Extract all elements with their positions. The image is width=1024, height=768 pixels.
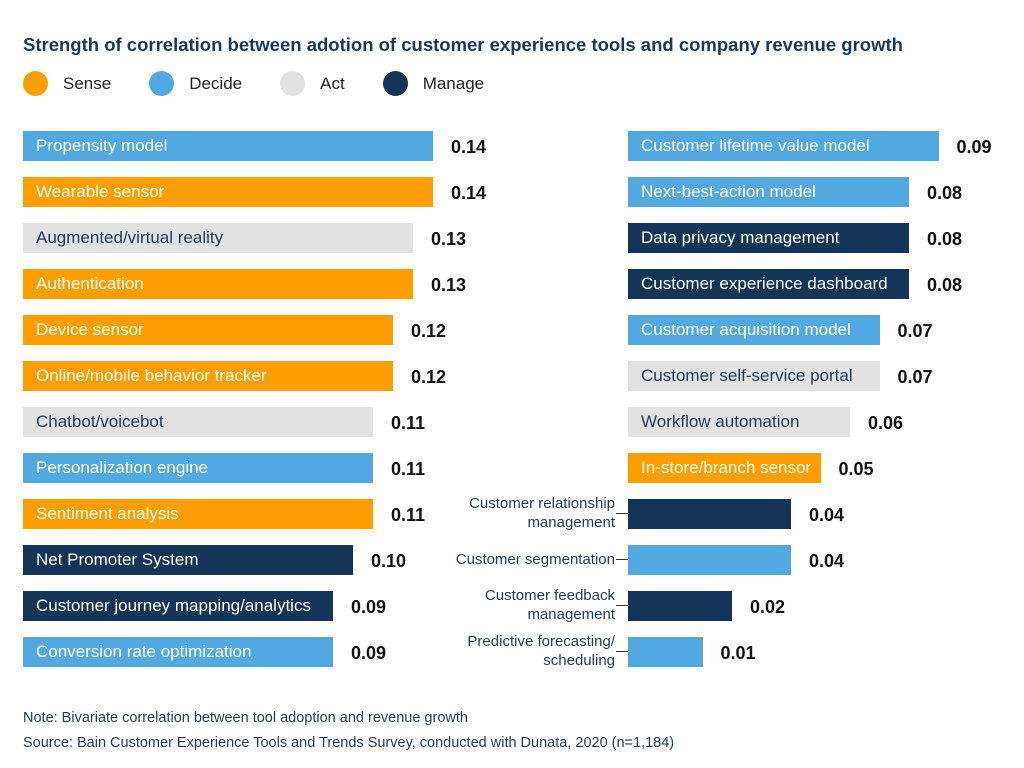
bar-label: Next-best-action model	[641, 182, 816, 201]
value-label: 0.04	[809, 551, 845, 571]
legend-item-sense: Sense	[23, 71, 111, 96]
bar-label: Customer self-service portal	[641, 366, 853, 385]
legend-swatch	[382, 71, 408, 96]
bar: Customer experience dashboard	[628, 269, 909, 299]
source-note: Source: Bain Customer Experience Tools a…	[23, 735, 675, 751]
value-label: 0.08	[927, 183, 963, 203]
bar-label: Wearable sensor	[36, 182, 165, 201]
legend-item-decide: Decide	[149, 71, 242, 96]
bar-label: Customer lifetime value model	[641, 136, 870, 155]
bar	[628, 545, 791, 575]
label-leader-line	[616, 605, 628, 606]
bar-label: Propensity model	[36, 136, 168, 155]
bar: Device sensor	[23, 315, 393, 345]
chart-title: Strength of correlation between adotion …	[23, 34, 903, 55]
legend-label: Decide	[189, 73, 243, 93]
bar-label: Customer experience dashboard	[641, 274, 888, 293]
bar-label: Data privacy management	[641, 228, 840, 247]
bar: Customer self-service portal	[628, 361, 880, 391]
value-label: 0.11	[391, 505, 426, 525]
value-label: 0.09	[351, 597, 387, 617]
bar-label: Workflow automation	[641, 412, 800, 431]
bar: In-store/branch sensor	[628, 453, 821, 483]
bar-label: Customer acquisition model	[641, 320, 851, 339]
label-leader-line	[616, 513, 628, 514]
bar-label: Conversion rate optimization	[36, 642, 252, 661]
bar: Wearable sensor	[23, 177, 433, 207]
bar-label: Augmented/virtual reality	[36, 228, 224, 247]
value-label: 0.14	[451, 137, 487, 157]
label-leader-line	[616, 651, 628, 652]
bar-label: Customer segmentation	[455, 550, 615, 568]
value-label: 0.08	[927, 229, 963, 249]
footnote: Note: Bivariate correlation between tool…	[23, 710, 468, 726]
bar: Augmented/virtual reality	[23, 223, 413, 253]
bar-label: Personalization engine	[36, 458, 209, 477]
bar-label: Chatbot/voicebot	[36, 412, 164, 431]
value-label: 0.09	[351, 643, 387, 663]
bar-label: In-store/branch sensor	[641, 458, 812, 477]
legend-label: Manage	[422, 73, 485, 93]
bar-label: Customer relationship management	[469, 495, 615, 531]
bar: Chatbot/voicebot	[23, 407, 373, 437]
bar: Propensity model	[23, 131, 433, 161]
bar: Data privacy management	[628, 223, 909, 253]
bar: Customer lifetime value model	[628, 131, 939, 161]
value-label: 0.11	[391, 413, 426, 433]
bar: Next-best-action model	[628, 177, 909, 207]
bar: Customer journey mapping/analytics	[23, 591, 333, 621]
value-label: 0.10	[371, 551, 407, 571]
value-label: 0.07	[897, 367, 933, 387]
legend-label: Sense	[63, 73, 112, 93]
legend-swatch	[23, 71, 48, 96]
legend-label: Act	[320, 73, 345, 93]
legend-item-manage: Manage	[382, 71, 485, 96]
bar	[628, 591, 732, 621]
legend-item-act: Act	[280, 71, 345, 96]
value-label: 0.04	[809, 505, 845, 525]
bar-label: Predictive forecasting/ scheduling	[467, 633, 615, 669]
bar-label: Online/mobile behavior tracker	[36, 366, 267, 385]
bar-label: Net Promoter System	[36, 550, 199, 569]
bar-label: Authentication	[36, 274, 144, 293]
bar	[628, 499, 791, 529]
bar: Conversion rate optimization	[23, 637, 333, 667]
value-label: 0.06	[868, 413, 904, 433]
legend-swatch	[280, 71, 306, 96]
bar: Customer acquisition model	[628, 315, 880, 345]
bar-label: Customer journey mapping/analytics	[36, 596, 311, 615]
bar-label: Customer feedback management	[484, 587, 615, 623]
bar-label: Device sensor	[36, 320, 144, 339]
value-label: 0.07	[897, 321, 933, 341]
value-label: 0.13	[431, 275, 467, 295]
legend-swatch	[149, 71, 175, 96]
value-label: 0.13	[431, 229, 467, 249]
legend: Sense Decide Act Manage	[23, 71, 522, 96]
bar: Personalization engine	[23, 453, 373, 483]
value-label: 0.14	[451, 183, 487, 203]
bar: Workflow automation	[628, 407, 850, 437]
value-label: 0.01	[720, 643, 756, 663]
bar: Net Promoter System	[23, 545, 353, 575]
value-label: 0.05	[838, 459, 874, 479]
bar: Sentiment analysis	[23, 499, 373, 529]
label-leader-line	[616, 559, 628, 560]
bar: Online/mobile behavior tracker	[23, 361, 393, 391]
value-label: 0.12	[411, 321, 447, 341]
value-label: 0.09	[956, 137, 992, 157]
value-label: 0.08	[927, 275, 963, 295]
bar	[628, 637, 703, 667]
value-label: 0.12	[411, 367, 447, 387]
bar-label: Sentiment analysis	[36, 504, 179, 523]
value-label: 0.02	[750, 597, 786, 617]
bar: Authentication	[23, 269, 413, 299]
value-label: 0.11	[391, 459, 426, 479]
